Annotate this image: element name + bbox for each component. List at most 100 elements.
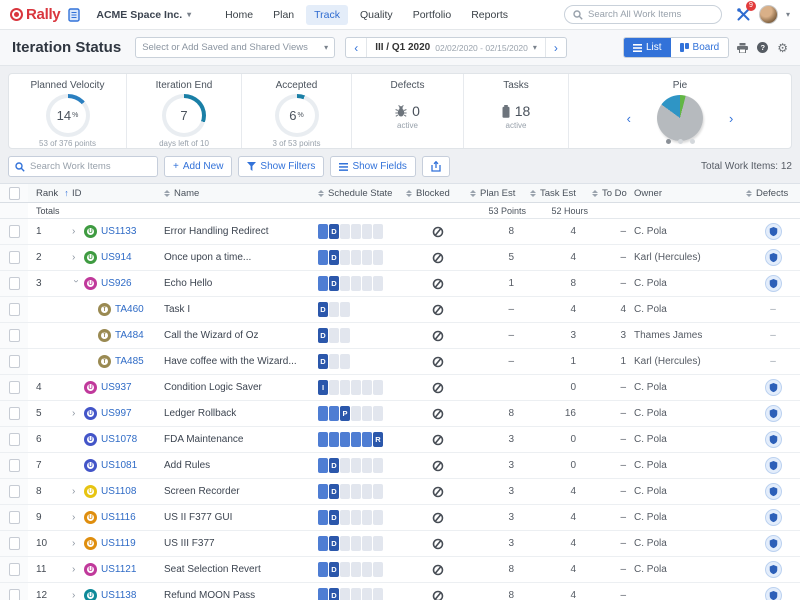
blocked-toggle[interactable] — [406, 408, 470, 420]
schedule-state-box[interactable] — [373, 224, 383, 239]
work-item-name[interactable]: Call the Wizard of Oz — [164, 330, 318, 341]
blocked-toggle[interactable] — [406, 356, 470, 368]
owner-cell[interactable]: C. Pola — [634, 486, 746, 497]
defects-shield-button[interactable] — [765, 509, 782, 526]
schedule-state-box[interactable] — [340, 302, 350, 317]
work-item-name[interactable]: US III F377 — [164, 538, 318, 549]
schedule-state-box[interactable] — [351, 224, 361, 239]
task-est-cell[interactable]: 4 — [530, 512, 592, 523]
work-item-name[interactable]: Ledger Rollback — [164, 408, 318, 419]
expand-row-icon[interactable]: › — [72, 252, 80, 263]
schedule-state-box[interactable] — [351, 588, 361, 600]
pagination-dot[interactable] — [666, 139, 671, 144]
work-item-id-link[interactable]: US997 — [101, 408, 132, 419]
schedule-state-box[interactable] — [351, 406, 361, 421]
schedule-state-box[interactable] — [373, 250, 383, 265]
blocked-toggle[interactable] — [406, 590, 470, 600]
schedule-state-box[interactable] — [318, 510, 328, 525]
schedule-state-box[interactable]: D — [329, 484, 339, 499]
schedule-state-box[interactable] — [318, 406, 328, 421]
work-item-name[interactable]: FDA Maintenance — [164, 434, 318, 445]
workspace-switcher[interactable]: ACME Space Inc. ▾ — [96, 9, 191, 21]
schedule-state-box[interactable] — [340, 380, 350, 395]
schedule-state-box[interactable] — [340, 562, 350, 577]
plan-est-cell[interactable]: 3 — [470, 460, 530, 471]
blocked-toggle[interactable] — [406, 304, 470, 316]
work-item-name[interactable]: Error Handling Redirect — [164, 226, 318, 237]
column-header-rank[interactable]: Rank↑ — [28, 188, 72, 199]
owner-cell[interactable]: Karl (Hercules) — [634, 252, 746, 263]
schedule-state-box[interactable] — [362, 250, 372, 265]
schedule-state-box[interactable] — [318, 588, 328, 600]
expand-row-icon[interactable]: › — [72, 408, 80, 419]
rally-logo[interactable]: Rally — [10, 6, 60, 23]
row-checkbox[interactable] — [9, 485, 20, 498]
schedule-state-box[interactable] — [329, 380, 339, 395]
schedule-state-box[interactable] — [373, 484, 383, 499]
schedule-state-box[interactable] — [318, 250, 328, 265]
schedule-state-box[interactable] — [340, 458, 350, 473]
plan-est-cell[interactable]: – — [470, 356, 530, 367]
row-checkbox[interactable] — [9, 381, 20, 394]
schedule-state-box[interactable] — [362, 224, 372, 239]
schedule-state-box[interactable] — [362, 510, 372, 525]
schedule-state-box[interactable] — [340, 432, 350, 447]
owner-cell[interactable]: C. Pola — [634, 278, 746, 289]
schedule-state-box[interactable] — [362, 432, 372, 447]
row-checkbox[interactable] — [9, 329, 20, 342]
expand-row-icon[interactable]: › — [72, 538, 80, 549]
owner-cell[interactable]: C. Pola — [634, 460, 746, 471]
to-do-cell[interactable]: – — [592, 278, 634, 289]
column-header-owner[interactable]: Owner — [634, 188, 746, 199]
work-item-id-link[interactable]: US1116 — [101, 512, 136, 523]
nav-item-reports[interactable]: Reports — [463, 5, 516, 25]
schedule-state-box[interactable] — [340, 354, 350, 369]
schedule-state-box[interactable]: D — [329, 536, 339, 551]
schedule-state-box[interactable] — [351, 536, 361, 551]
defects-shield-button[interactable] — [765, 535, 782, 552]
schedule-state-box[interactable] — [329, 432, 339, 447]
to-do-cell[interactable]: – — [592, 382, 634, 393]
list-view-button[interactable]: List — [624, 38, 671, 57]
column-header-plan-est[interactable]: Plan Est — [470, 188, 530, 199]
previous-iteration-button[interactable]: ‹ — [346, 38, 366, 57]
task-est-cell[interactable]: 4 — [530, 564, 592, 575]
column-header-task-est[interactable]: Task Est — [530, 188, 592, 199]
task-est-cell[interactable]: 4 — [530, 252, 592, 263]
nav-item-track[interactable]: Track — [306, 5, 348, 25]
row-checkbox[interactable] — [9, 277, 20, 290]
to-do-cell[interactable]: 1 — [592, 356, 634, 367]
schedule-state-box[interactable] — [351, 380, 361, 395]
row-checkbox[interactable] — [9, 433, 20, 446]
expand-row-icon[interactable]: › — [72, 512, 80, 523]
schedule-state-box[interactable]: D — [329, 588, 339, 600]
saved-views-dropdown[interactable]: Select or Add Saved and Shared Views ▾ — [135, 37, 335, 58]
schedule-state-box[interactable] — [351, 510, 361, 525]
user-menu-chevron-icon[interactable]: ▾ — [786, 10, 790, 19]
plan-est-cell[interactable]: 3 — [470, 538, 530, 549]
defects-shield-button[interactable] — [765, 431, 782, 448]
plan-est-cell[interactable]: 3 — [470, 434, 530, 445]
owner-cell[interactable]: C. Pola — [634, 512, 746, 523]
task-est-cell[interactable]: 8 — [530, 278, 592, 289]
owner-cell[interactable]: C. Pola — [634, 226, 746, 237]
row-checkbox[interactable] — [9, 459, 20, 472]
work-item-id-link[interactable]: US914 — [101, 252, 132, 263]
owner-cell[interactable]: C. Pola — [634, 408, 746, 419]
nav-item-plan[interactable]: Plan — [265, 5, 302, 25]
schedule-state-box[interactable] — [351, 484, 361, 499]
schedule-state-box[interactable] — [351, 562, 361, 577]
expand-row-icon[interactable]: › — [72, 590, 80, 600]
owner-cell[interactable]: C. Pola — [634, 564, 746, 575]
schedule-state-box[interactable] — [318, 458, 328, 473]
work-item-name[interactable]: Have coffee with the Wizard... — [164, 356, 318, 367]
defects-shield-button[interactable] — [765, 457, 782, 474]
column-header-to-do[interactable]: To Do — [592, 188, 634, 199]
work-item-id-link[interactable]: US1121 — [101, 564, 136, 575]
owner-cell[interactable]: Thames James — [634, 330, 746, 341]
schedule-state-box[interactable] — [340, 510, 350, 525]
global-search-input[interactable] — [588, 9, 713, 20]
schedule-state-box[interactable] — [340, 588, 350, 600]
schedule-state-box[interactable]: I — [318, 380, 328, 395]
blocked-toggle[interactable] — [406, 512, 470, 524]
